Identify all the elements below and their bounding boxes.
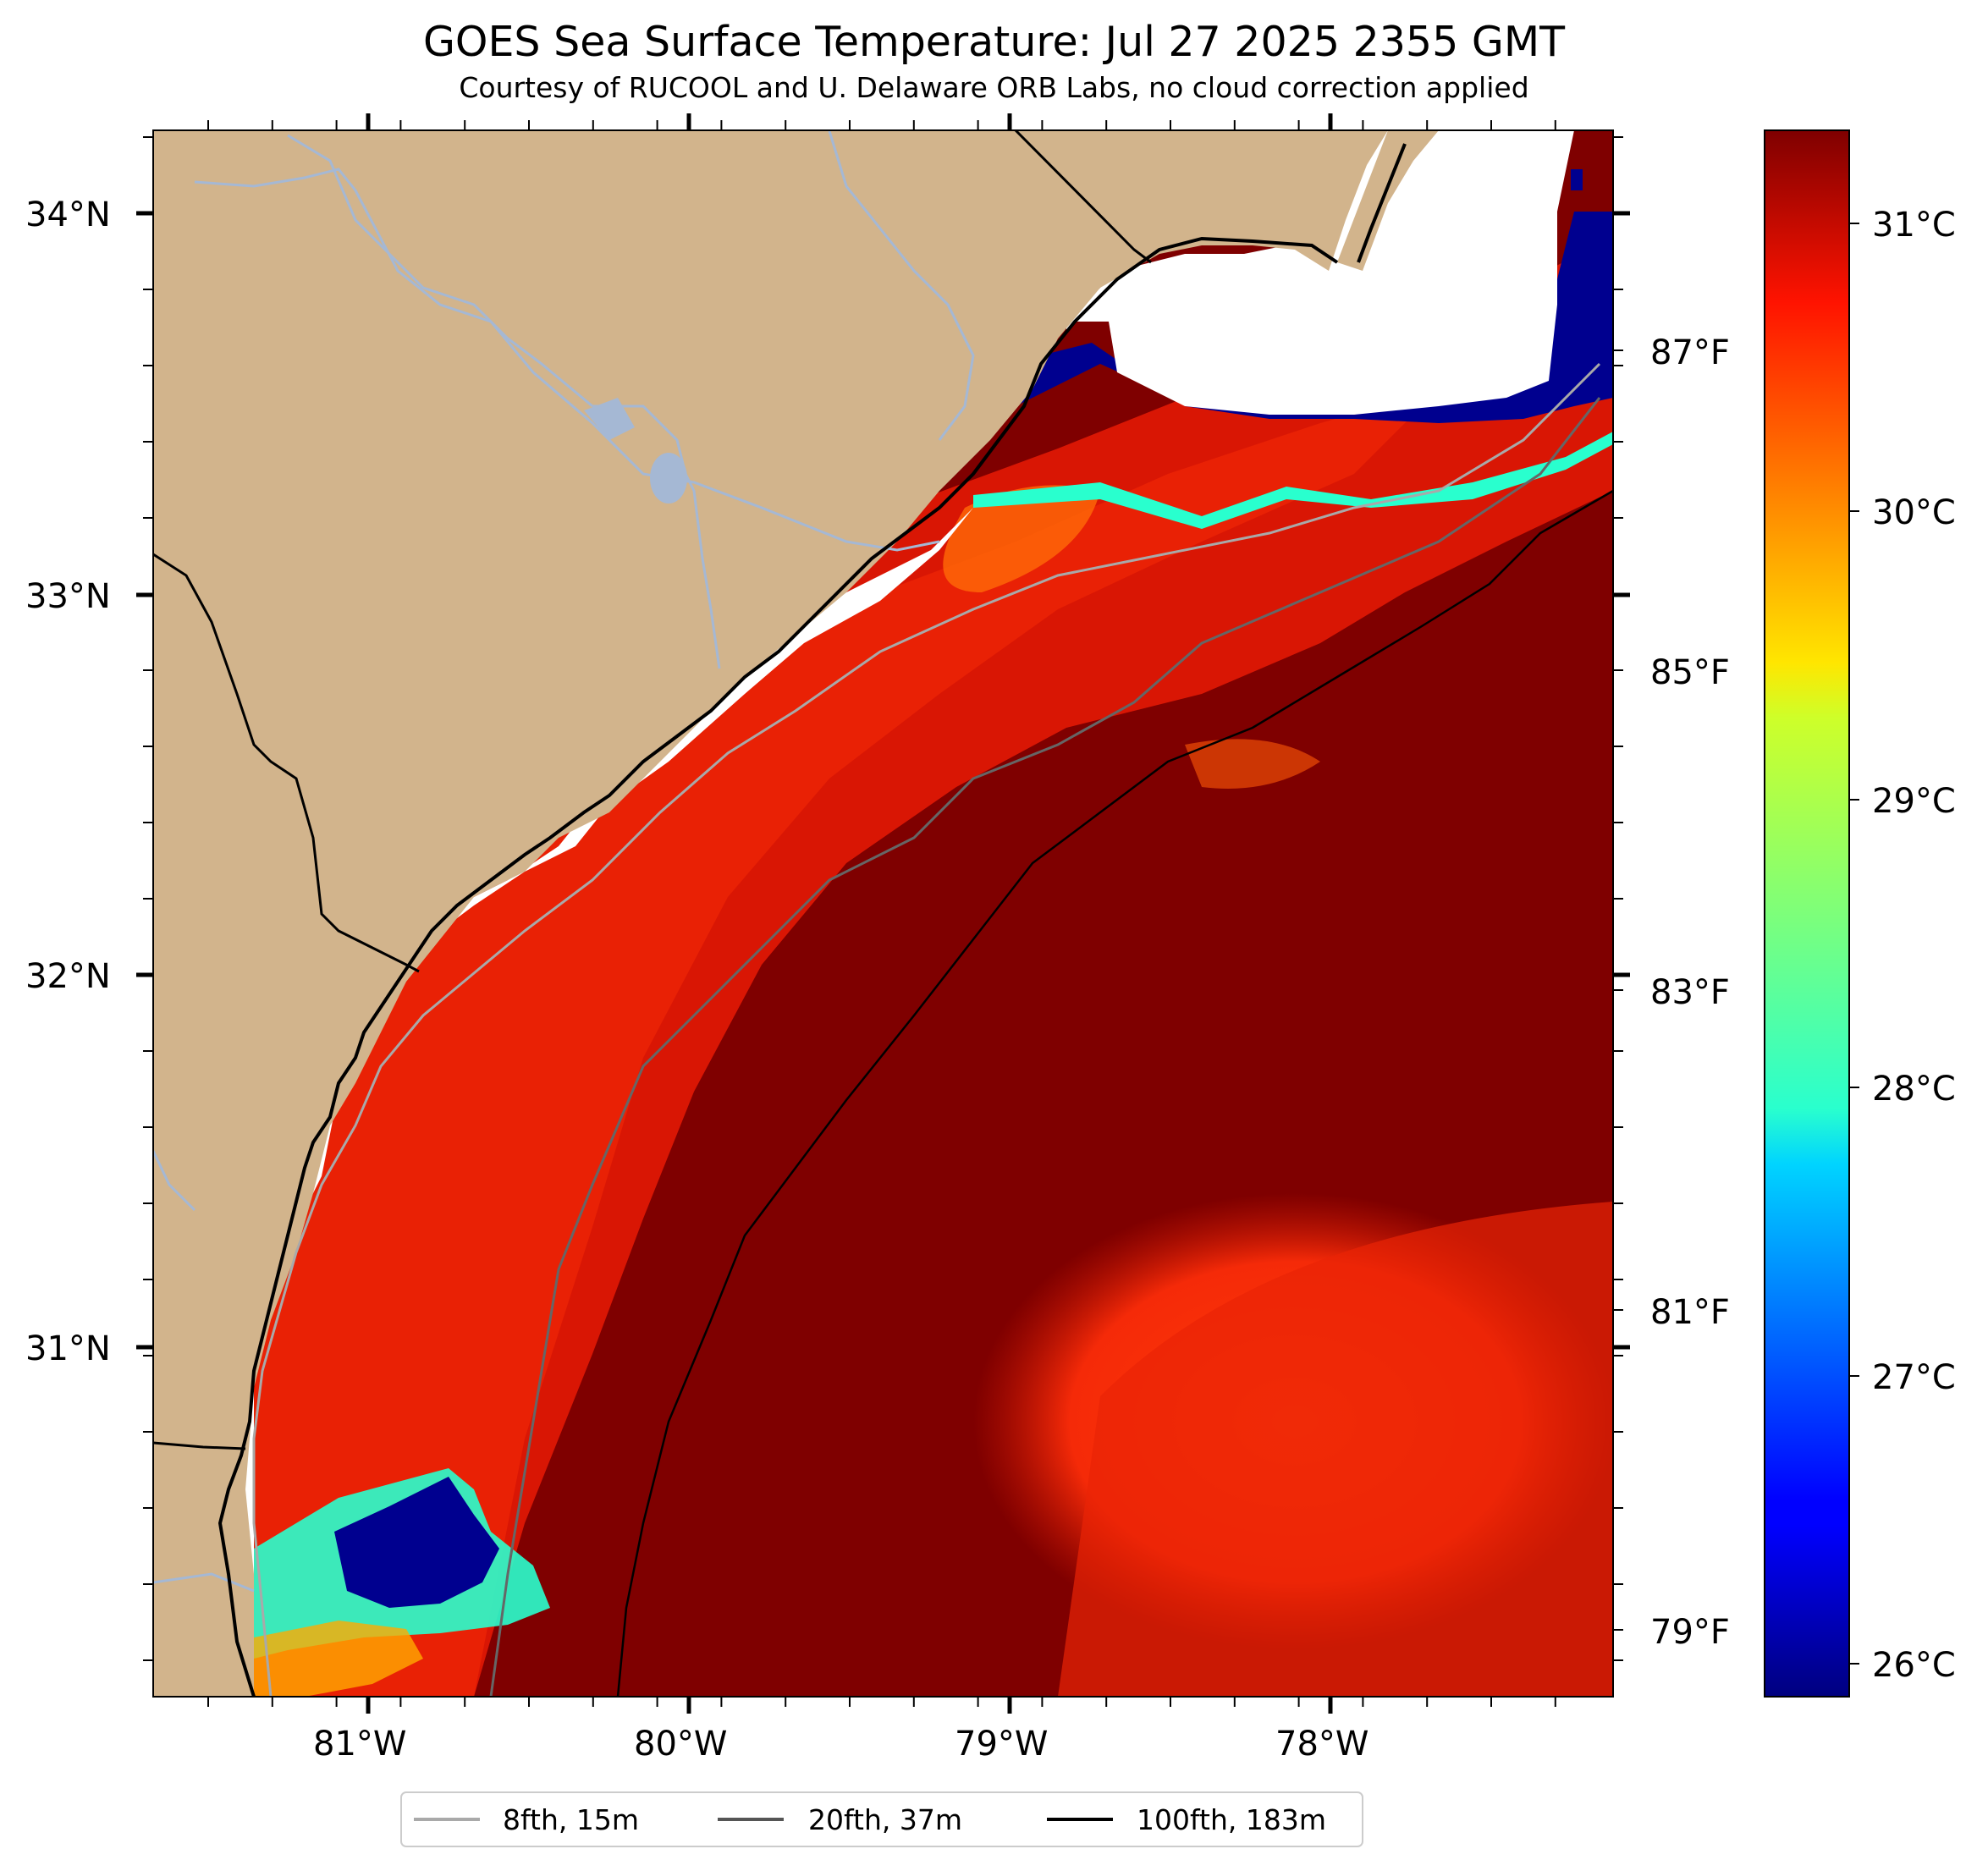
colorbar-ticks [1849,223,1859,1665]
legend-box [400,1791,1363,1847]
lon-label-79: 79°W [955,1725,1048,1764]
colorbar-label-31c: 31°C [1872,206,1956,245]
lon-label-78: 78°W [1275,1725,1368,1764]
chart-title: GOES Sea Surface Temperature: Jul 27 202… [422,18,1566,66]
map-area [153,130,1613,1697]
chart-subtitle: Courtesy of RUCOOL and U. Delaware ORB L… [459,71,1529,104]
legend-label-100fth: 100fth, 183m [1137,1803,1326,1836]
isobath-20fth [489,397,1601,1697]
legend-label-8fth: 8fth, 15m [503,1803,639,1836]
warm-filament [1058,1202,1613,1697]
lat-label-34: 34°N [25,195,111,234]
lat-label-32: 32°N [25,957,111,996]
no-data-long-bay [1066,130,1574,415]
rivers [153,130,975,1593]
colorbar-label-30c: 30°C [1872,493,1956,532]
coastline [218,143,1407,1697]
colorbar-label-26c: 26°C [1872,1646,1956,1685]
no-data-speck [1571,169,1583,190]
isobath-100fth [616,489,1613,1697]
fahrenheit-label-81: 81°F [1650,1293,1730,1332]
fahrenheit-label-83: 83°F [1650,973,1730,1012]
lat-label-31: 31°N [25,1329,111,1368]
cold-core [334,1477,499,1608]
fahrenheit-label-87: 87°F [1650,333,1730,372]
cold-strip-edge [973,432,1613,529]
cool-band-south [254,1621,423,1697]
orange-patch-north [943,485,1100,592]
axis-ticks [136,113,1630,1714]
colorbar [1764,129,1850,1698]
land [153,130,1388,1697]
lon-label-80: 80°W [634,1725,727,1764]
colorbar-label-27c: 27°C [1872,1358,1956,1397]
isobath-8fth [252,362,1601,1697]
fahrenheit-label-79: 79°F [1650,1613,1730,1652]
lake-moultrie [584,398,635,440]
lake-marion [650,453,687,504]
land-cape-fear [1337,130,1439,271]
lat-label-33: 33°N [25,577,111,616]
colorbar-label-28c: 28°C [1872,1070,1956,1109]
legend-label-20fth: 20fth, 37m [808,1803,962,1836]
colorbar-label-29c: 29°C [1872,782,1956,821]
map-frame [152,129,1614,1698]
orange-patch-shelf [1185,739,1320,789]
fahrenheit-label-85: 85°F [1650,653,1730,692]
lon-label-81: 81°W [313,1725,406,1764]
shelf-water-inner [153,389,1439,1697]
